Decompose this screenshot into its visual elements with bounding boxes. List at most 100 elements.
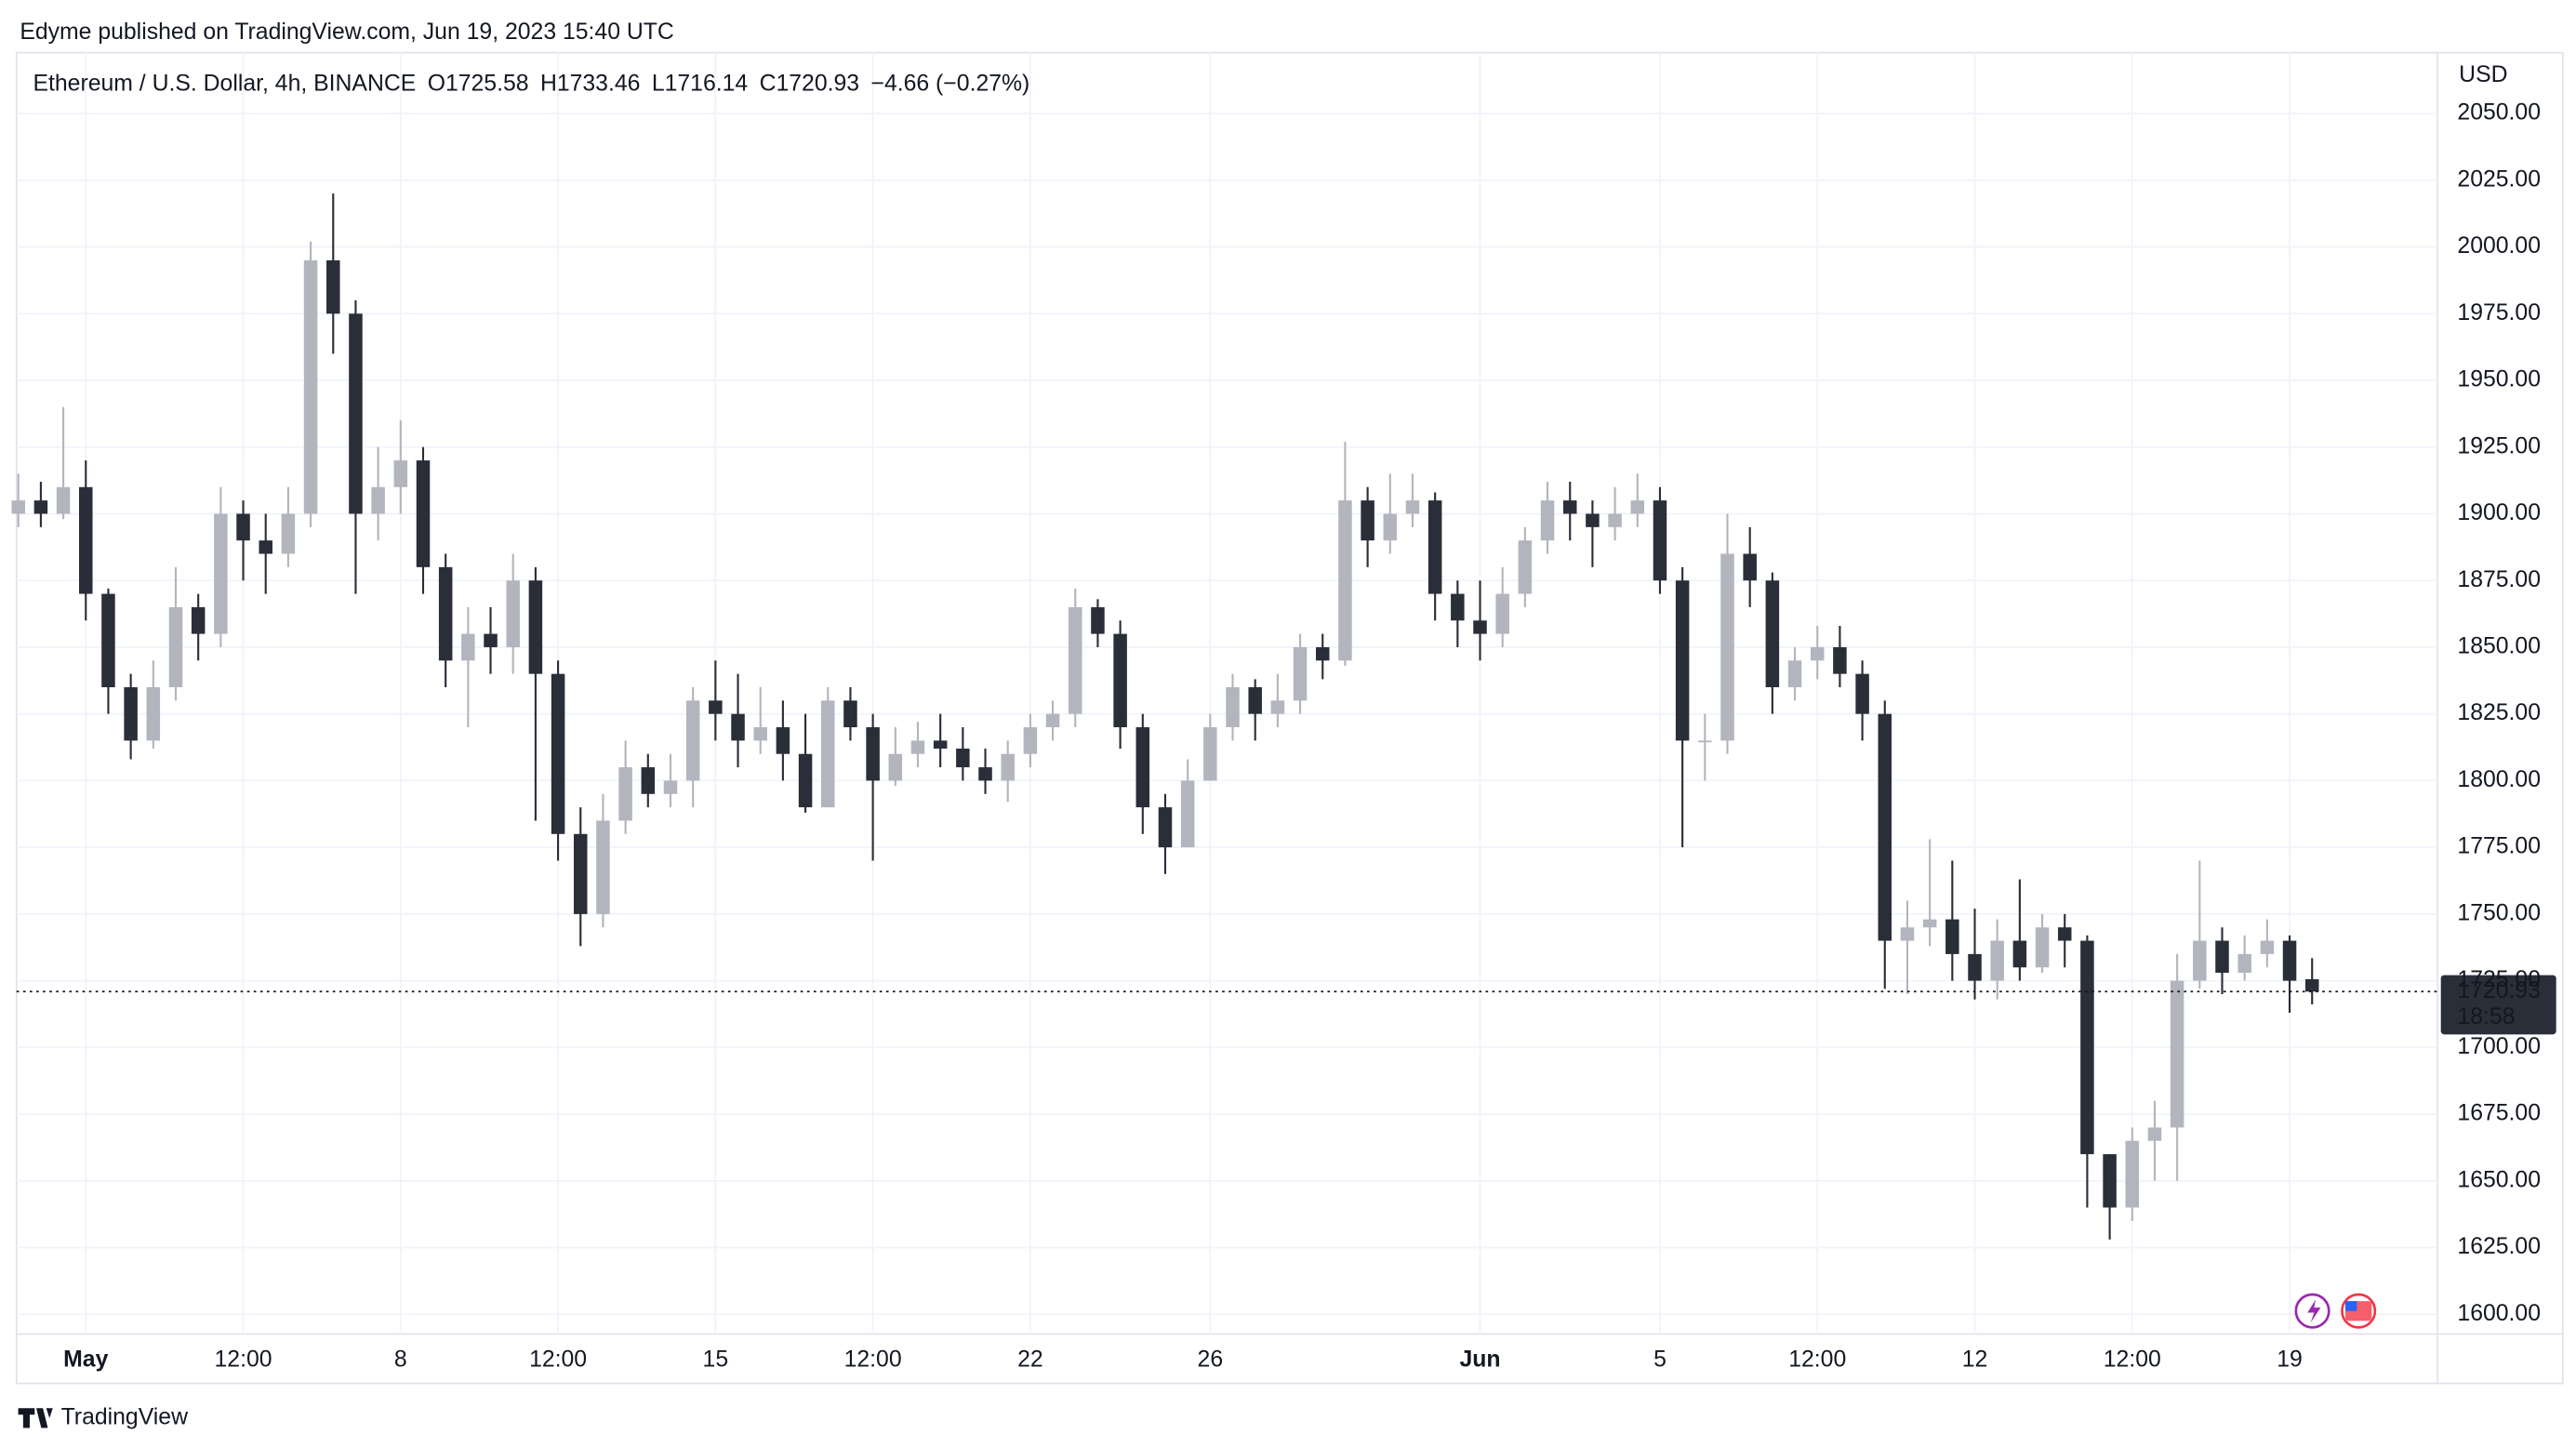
y-tick-label: 1975.00	[2457, 300, 2541, 325]
last-price-label: 1720.93	[2457, 978, 2541, 1003]
candle-body	[978, 767, 992, 781]
candle-body	[1001, 753, 1015, 781]
tv-logo	[18, 1408, 53, 1428]
y-tick-label: 2025.00	[2457, 166, 2541, 192]
y-tick-label: 1825.00	[2457, 700, 2541, 725]
y-tick-label: 1950.00	[2457, 367, 2541, 392]
candle-body	[1248, 686, 1262, 714]
candle-body	[33, 500, 48, 514]
candle-body	[416, 460, 431, 567]
x-tick-label: May	[63, 1347, 108, 1372]
candle-body	[1653, 500, 1667, 581]
candle-body	[236, 513, 250, 541]
candle-body	[1068, 606, 1082, 714]
candle-body	[1203, 727, 1217, 781]
candle-body	[1293, 646, 1308, 701]
currency: USD	[2459, 62, 2507, 87]
candle-body	[1810, 646, 1825, 661]
x-tick-label: 12:00	[2104, 1347, 2161, 1372]
candle-body	[1135, 727, 1150, 808]
candle-body	[866, 727, 880, 781]
candle-body	[1270, 700, 1285, 714]
y-tick-label: 1925.00	[2457, 433, 2541, 458]
candle-body	[2193, 940, 2207, 981]
x-tick-label: 8	[394, 1347, 407, 1372]
y-tick-label: 1675.00	[2457, 1101, 2541, 1126]
candle-body	[1608, 513, 1622, 527]
candle-body	[1743, 553, 1757, 581]
candle-body	[709, 700, 723, 714]
candle-body	[371, 486, 385, 514]
candle-body	[888, 753, 903, 781]
candle-body	[753, 727, 767, 741]
candle-body	[2012, 940, 2027, 968]
logo-mark	[18, 1408, 53, 1428]
candle-body	[2215, 940, 2229, 974]
candles	[11, 193, 2319, 1240]
candle-body	[1922, 919, 1937, 928]
candle-body	[1451, 593, 1465, 621]
candle-body	[1878, 713, 1892, 941]
candle-body	[1675, 580, 1690, 741]
candle-body	[79, 486, 93, 594]
candle-body	[551, 673, 565, 834]
candle-body	[574, 833, 588, 914]
y-tick-label: 1600.00	[2457, 1301, 2541, 1326]
candle-body	[1855, 673, 1869, 714]
y-tick-label: 1900.00	[2457, 500, 2541, 525]
y-tick-label: 1650.00	[2457, 1167, 2541, 1192]
candle-body	[2304, 978, 2319, 992]
candle-body	[146, 686, 161, 741]
candle-body	[2147, 1127, 2162, 1141]
candle-body	[1698, 740, 1712, 743]
candle-body	[393, 460, 408, 487]
x-tick-label: 12:00	[529, 1347, 587, 1372]
candle-body	[776, 727, 790, 754]
x-tick-label: 26	[1198, 1347, 1224, 1372]
candle-body	[685, 700, 700, 781]
candle-body	[1383, 513, 1398, 541]
grid	[16, 52, 2438, 1334]
y-tick-label: 1875.00	[2457, 567, 2541, 592]
candle-body	[2057, 927, 2072, 941]
candle-body	[956, 748, 970, 768]
candle-body	[663, 780, 678, 794]
candle-body	[438, 566, 453, 661]
candle-body	[2080, 940, 2094, 1155]
chart-frame	[15, 51, 2564, 1385]
y-tick-label: 2050.00	[2457, 100, 2541, 126]
candle-body	[1315, 646, 1330, 661]
x-tick-label: 12:00	[1788, 1347, 1846, 1372]
candle-body	[124, 686, 138, 741]
candle-body	[1562, 500, 1577, 514]
candle-body	[168, 606, 183, 687]
candle-body	[303, 259, 318, 514]
candle-body	[1427, 500, 1442, 594]
candle-body	[349, 313, 363, 514]
candle-body	[1113, 633, 1127, 728]
candle-body	[2170, 980, 2184, 1128]
candle-body	[1023, 727, 1038, 754]
candle-body	[1405, 500, 1420, 514]
candle-body	[1045, 713, 1060, 728]
y-tick-label: 1750.00	[2457, 900, 2541, 925]
candle-body	[1540, 500, 1555, 541]
legend: Ethereum / U.S. Dollar, 4h, BINANCE O1725…	[33, 71, 1029, 96]
candle-body	[2103, 1154, 2117, 1208]
x-tick-label: 12:00	[215, 1347, 272, 1372]
symbol: Ethereum / U.S. Dollar, 4h, BINANCE	[33, 71, 416, 96]
candle-body	[731, 713, 745, 741]
flag-icon-canton	[2344, 1301, 2357, 1311]
y-tick-label: 1625.00	[2457, 1234, 2541, 1259]
x-tick-label: 5	[1653, 1347, 1666, 1372]
candle-body	[798, 753, 813, 808]
change-text: −4.66 (−0.27%)	[870, 71, 1029, 96]
candle-body	[281, 513, 296, 554]
candle-body	[596, 820, 610, 914]
candle-body	[1765, 580, 1780, 687]
candle-body	[1180, 780, 1195, 848]
candle-body	[1968, 953, 1982, 981]
last-price-tag	[2440, 975, 2556, 1035]
